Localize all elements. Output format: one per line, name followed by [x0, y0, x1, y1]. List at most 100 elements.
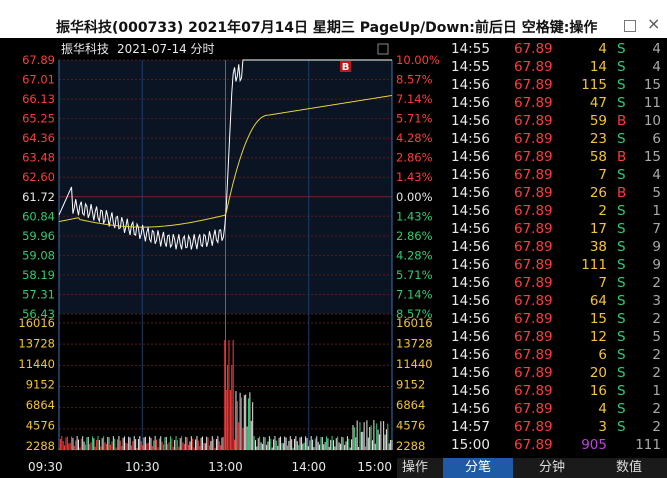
- time-axis-label: 09:30: [28, 460, 63, 474]
- tick-row: 14:56 67.89 23 S 6: [447, 130, 667, 148]
- tick-count: 6: [652, 131, 661, 147]
- tick-time: 14:56: [451, 167, 490, 183]
- price-axis-label: 58.19: [22, 268, 55, 282]
- time-axis-label: 13:00: [208, 460, 243, 474]
- tab-values[interactable]: 数值: [615, 460, 642, 475]
- tick-volume: 7: [598, 275, 607, 291]
- tick-time: 14:56: [451, 239, 490, 255]
- tick-side: S: [617, 59, 626, 75]
- tick-row: 14:56 67.89 16 S 1: [447, 382, 667, 400]
- tick-volume: 14: [589, 59, 607, 75]
- tick-volume: 12: [589, 329, 607, 345]
- percent-axis-label: 8.57%: [396, 73, 433, 87]
- tick-count: 3: [652, 293, 661, 309]
- tick-price: 67.89: [514, 239, 553, 255]
- tick-price: 67.89: [514, 203, 553, 219]
- chart-canvas: 67.89 67.01 66.13 65.25 64.36 63.48 62.60 61.72…: [18, 42, 440, 474]
- panel-toggle-icon: [377, 43, 389, 55]
- volume-axis-label: 16016: [18, 316, 55, 330]
- tick-row: 14:56 67.89 2 S 1: [447, 202, 667, 220]
- tick-side: S: [617, 365, 626, 381]
- tick-side: S: [617, 383, 626, 399]
- price-axis-label: 63.48: [22, 151, 55, 165]
- price-axis-label: 65.25: [22, 112, 55, 126]
- tick-row: 14:56 67.89 115 S 15: [447, 76, 667, 94]
- tick-time: 14:56: [451, 77, 490, 93]
- tick-price: 67.89: [514, 149, 553, 165]
- tick-count: 15: [643, 149, 661, 165]
- price-axis-label: 64.36: [22, 131, 55, 145]
- tick-time: 14:57: [451, 419, 490, 435]
- tick-side: S: [617, 293, 626, 309]
- tick-side: S: [617, 275, 626, 291]
- tick-count: 2: [652, 401, 661, 417]
- tick-price: 67.89: [514, 221, 553, 237]
- volume-axis-label-right: 16016: [396, 316, 433, 330]
- tick-row: 14:56 67.89 7 S 4: [447, 166, 667, 184]
- tick-row: 14:55 67.89 4 S 4: [447, 40, 667, 58]
- tick-row: 14:56 67.89 26 B 5: [447, 184, 667, 202]
- percent-axis-label: 1.43%: [396, 170, 433, 184]
- tick-row: 14:56 67.89 111 S 9: [447, 256, 667, 274]
- percent-axis-label: 4.28%: [396, 131, 433, 145]
- tick-time: 14:56: [451, 383, 490, 399]
- close-icon[interactable]: ×: [647, 14, 661, 33]
- tick-volume: 23: [589, 131, 607, 147]
- bottom-tabs: 操作 分笔 分钟 数值: [397, 458, 667, 478]
- percent-axis-label: 10.00%: [396, 53, 440, 67]
- tick-price: 67.89: [514, 419, 553, 435]
- tick-count: 2: [652, 347, 661, 363]
- tick-time: 14:56: [451, 275, 490, 291]
- price-axis-label: 66.13: [22, 92, 55, 106]
- tick-side: S: [617, 419, 626, 435]
- volume-axis-label-right: 6864: [396, 398, 425, 412]
- tick-volume: 115: [581, 77, 607, 93]
- tick-count: 9: [652, 239, 661, 255]
- tick-count: 10: [643, 113, 661, 129]
- tick-time: 14:56: [451, 257, 490, 273]
- tab-operate[interactable]: 操作: [401, 460, 428, 475]
- tick-price: 67.89: [514, 185, 553, 201]
- title-bar: 振华科技(000733) 2021年07月14日 星期三 PageUp/Down…: [0, 0, 667, 38]
- tick-count: 1: [652, 383, 661, 399]
- tick-time: 14:56: [451, 293, 490, 309]
- tick-side: S: [617, 167, 626, 183]
- tick-volume: 64: [589, 293, 607, 309]
- tick-list[interactable]: 14:55 67.89 4 S 4 14:55 67.89 14 S 4 14:56 67.89 115…: [447, 38, 667, 458]
- tab-ticks[interactable]: 分笔: [443, 458, 513, 478]
- tick-time: 14:56: [451, 95, 490, 111]
- tick-row: 14:56 67.89 38 S 9: [447, 238, 667, 256]
- tick-volume: 905: [581, 437, 607, 453]
- maximize-icon[interactable]: [624, 20, 636, 32]
- tick-row: 14:56 67.89 4 S 2: [447, 400, 667, 418]
- volume-axis-label: 11440: [18, 357, 55, 371]
- volume-axis-label-right: 11440: [396, 357, 433, 371]
- tick-price: 67.89: [514, 311, 553, 327]
- percent-axis-label: 2.86%: [396, 151, 433, 165]
- tick-row: 14:56 67.89 20 S 2: [447, 364, 667, 382]
- tick-side: S: [617, 257, 626, 273]
- tick-price: 67.89: [514, 365, 553, 381]
- volume-axis-label-right: 2288: [396, 439, 425, 453]
- price-axis-label: 57.31: [22, 287, 55, 301]
- tab-minutes[interactable]: 分钟: [538, 460, 565, 475]
- tick-row: 14:56 67.89 64 S 3: [447, 292, 667, 310]
- price-axis-label: 59.08: [22, 248, 55, 262]
- tick-time: 14:56: [451, 185, 490, 201]
- tick-volume: 59: [589, 113, 607, 129]
- tick-row: 14:56 67.89 6 S 2: [447, 346, 667, 364]
- tick-volume: 58: [589, 149, 607, 165]
- tick-row: 14:56 67.89 58 B 15: [447, 148, 667, 166]
- tick-time: 14:56: [451, 311, 490, 327]
- tick-time: 14:56: [451, 149, 490, 165]
- tick-volume: 7: [598, 167, 607, 183]
- volume-axis-label-right: 9152: [396, 378, 425, 392]
- buy-marker: [340, 61, 351, 72]
- tick-count: 1: [652, 203, 661, 219]
- tick-time: 14:55: [451, 41, 490, 57]
- price-axis-label: 60.84: [22, 209, 55, 223]
- tick-price: 67.89: [514, 275, 553, 291]
- intraday-chart: 67.89 67.01 66.13 65.25 64.36 63.48 62.60 61.72…: [0, 38, 446, 478]
- tick-volume: 6: [598, 347, 607, 363]
- tick-time: 14:56: [451, 329, 490, 345]
